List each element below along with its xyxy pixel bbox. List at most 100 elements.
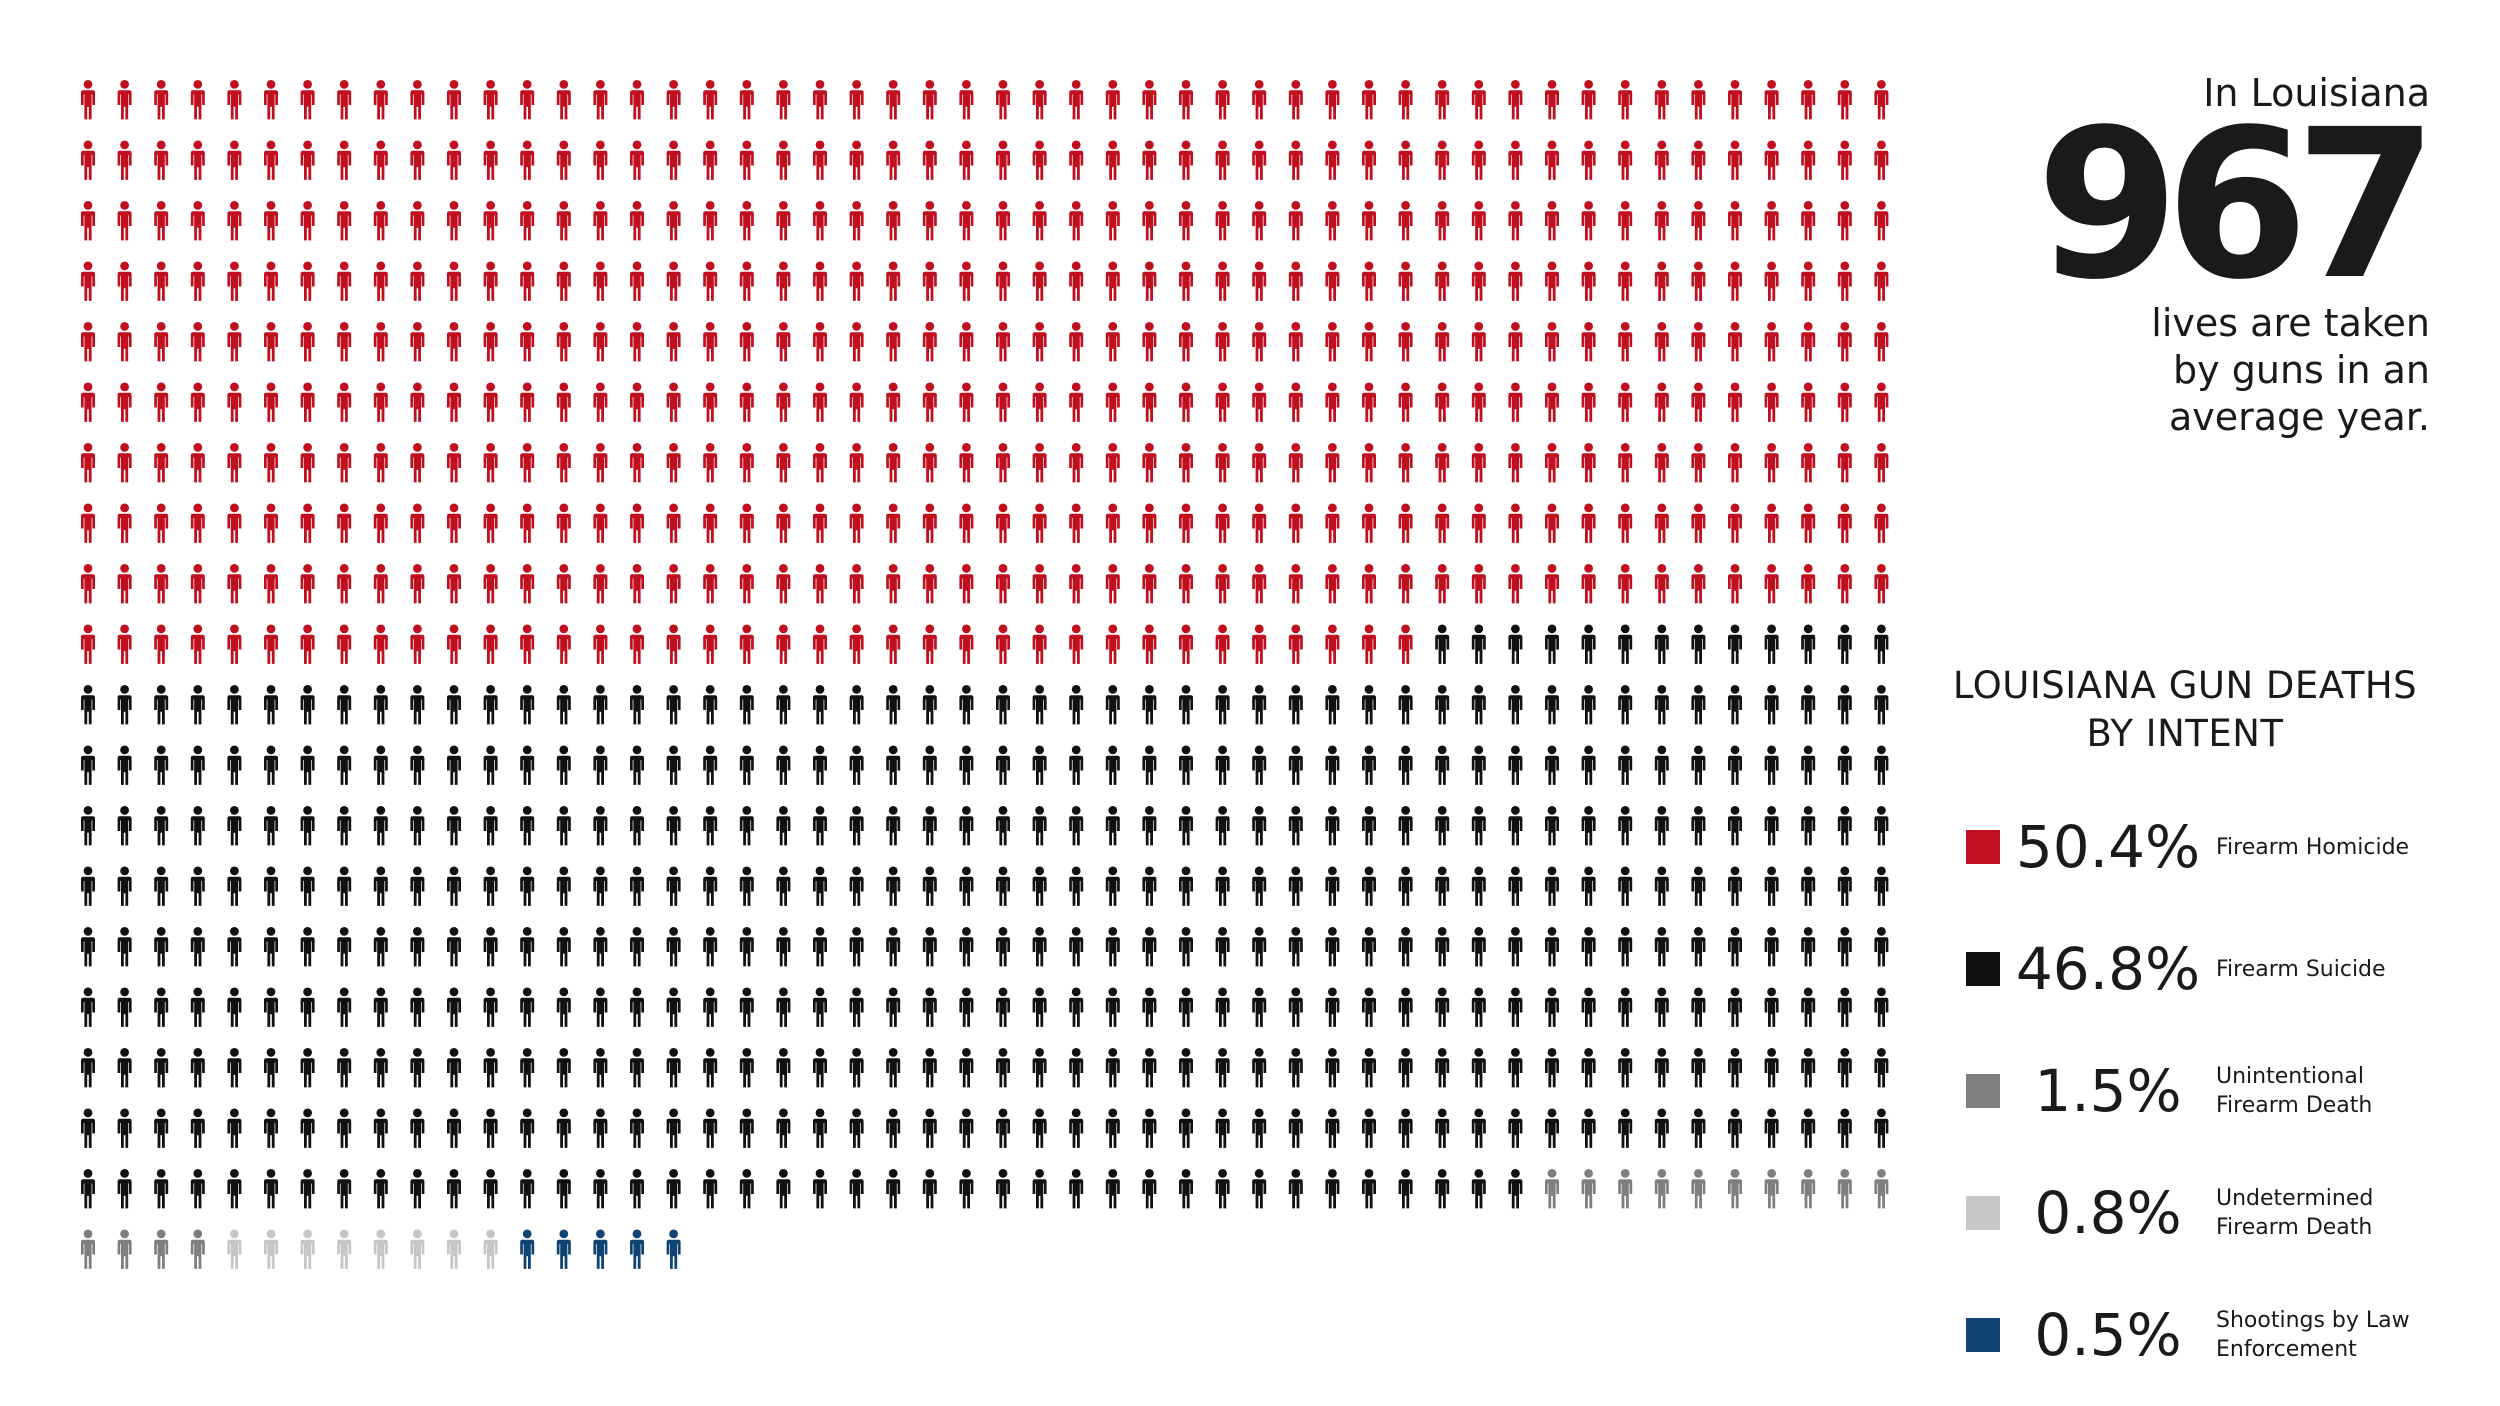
person-icon [1508,745,1523,785]
person-icon [666,261,681,301]
person-icon [117,382,132,422]
person-icon [1398,503,1413,543]
person-icon [1691,1048,1706,1088]
person-icon [739,503,754,543]
person-icon [227,685,242,725]
person-icon [1032,987,1047,1027]
person-icon [630,503,644,543]
person-icon [1252,443,1267,483]
person-icon [227,201,242,241]
person-icon [1252,806,1267,846]
legend-label: Unintentional Firearm Death [2216,1064,2373,1118]
person-icon [996,927,1010,967]
person-icon [1142,1108,1157,1148]
person-icon [1288,685,1303,725]
person-icon [1837,745,1852,785]
person-icon [1471,564,1486,604]
person-icon [1837,987,1852,1027]
person-icon [996,140,1010,180]
person-icon [1581,382,1596,422]
person-icon [1032,443,1047,483]
person-icon [630,564,644,604]
person-icon [813,322,827,362]
person-icon [849,140,864,180]
person-icon [630,1169,644,1209]
person-icon [1435,1169,1450,1209]
person-icon [1837,564,1852,604]
person-icon [1362,1169,1376,1209]
person-icon [776,987,791,1027]
person-icon [593,987,608,1027]
person-icon [81,624,95,664]
person-icon [996,503,1010,543]
person-icon [959,1169,974,1209]
person-icon [922,443,937,483]
person-icon [959,201,974,241]
person-icon [996,624,1010,664]
person-icon [1691,866,1706,906]
person-icon [1508,80,1523,120]
person-icon [1508,685,1523,725]
person-icon [117,503,132,543]
legend-row-undetermined: 0.8% Undetermined Firearm Death [1950,1154,2430,1276]
person-icon [81,685,95,725]
person-icon [703,927,718,967]
person-icon [1801,261,1816,301]
person-icon [1874,201,1889,241]
person-icon [1252,866,1267,906]
person-icon [190,987,205,1027]
person-icon [410,1169,425,1209]
person-icon [813,1048,827,1088]
person-icon [1471,1169,1486,1209]
person-icon [1654,443,1669,483]
person-icon [776,503,791,543]
person-icon [1545,443,1559,483]
person-icon [483,866,498,906]
person-icon [190,1169,205,1209]
person-icon [1142,685,1157,725]
person-icon [81,927,95,967]
person-icon [447,866,461,906]
person-icon [264,503,278,543]
person-icon [666,322,681,362]
person-icon [556,443,571,483]
person-icon [1032,322,1047,362]
person-icon [959,80,974,120]
person-icon [556,866,571,906]
person-icon [1362,261,1376,301]
person-icon [776,382,791,422]
person-icon [1142,564,1157,604]
person-icon [1215,685,1230,725]
person-icon [190,685,205,725]
person-icon [1728,322,1742,362]
person-icon [703,987,718,1027]
person-icon [556,503,571,543]
person-icon [1288,745,1303,785]
person-icon [1325,987,1340,1027]
person-icon [300,806,315,846]
person-icon [1069,443,1084,483]
person-icon [154,443,169,483]
person-icon [190,322,205,362]
person-icon [703,80,718,120]
person-icon [1691,624,1706,664]
person-icon [1398,745,1413,785]
person-icon [1142,140,1157,180]
person-icon [1471,1108,1486,1148]
person-icon [1142,503,1157,543]
person-icon [1179,624,1193,664]
person-icon [703,503,718,543]
person-icon [410,80,425,120]
person-icon [1545,322,1559,362]
person-icon [81,261,95,301]
person-icon [1874,1108,1889,1148]
person-icon [1252,1108,1267,1148]
person-icon [959,140,974,180]
person-icon [739,1048,754,1088]
person-icon [1508,1108,1523,1148]
person-icon [1179,382,1193,422]
person-icon [776,564,791,604]
person-icon [703,624,718,664]
person-icon [154,80,169,120]
person-icon [1581,443,1596,483]
